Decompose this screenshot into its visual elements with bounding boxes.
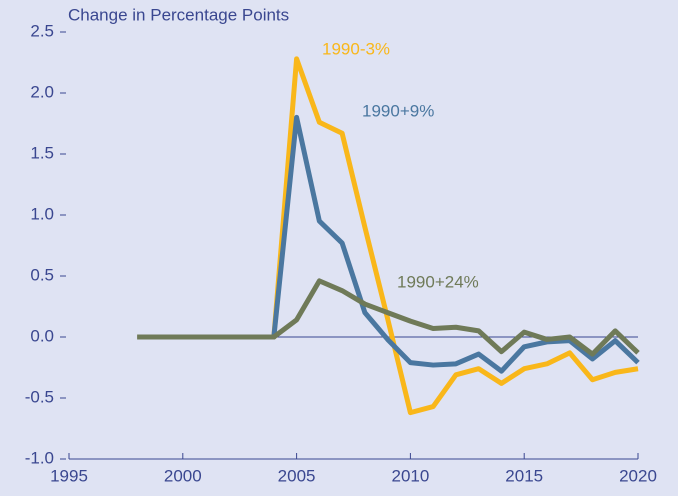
y-tick-label: -1.0 <box>25 448 54 467</box>
y-tick-label: 1.5 <box>30 143 54 162</box>
x-tick-label: 2020 <box>619 466 657 485</box>
series-line <box>137 114 640 374</box>
y-tick-label: 0.5 <box>30 265 54 284</box>
x-tick-label: 2005 <box>278 466 316 485</box>
y-tick-label: -0.5 <box>25 387 54 406</box>
series-label: 1990+9% <box>362 101 434 120</box>
x-tick-label: 2010 <box>391 466 429 485</box>
y-tick-label: 0.0 <box>30 326 54 345</box>
y-axis-title: Change in Percentage Points <box>68 5 289 24</box>
series-line <box>137 278 640 357</box>
series-label: 1990-3% <box>322 39 390 58</box>
x-tick-label: 2000 <box>164 466 202 485</box>
y-tick-label: 1.0 <box>30 204 54 223</box>
x-tick-label: 2015 <box>505 466 543 485</box>
y-tick-label: 2.5 <box>30 21 54 40</box>
x-tick-label: 1995 <box>50 466 88 485</box>
series-label: 1990+24% <box>397 272 479 291</box>
y-tick-label: 2.0 <box>30 82 54 101</box>
